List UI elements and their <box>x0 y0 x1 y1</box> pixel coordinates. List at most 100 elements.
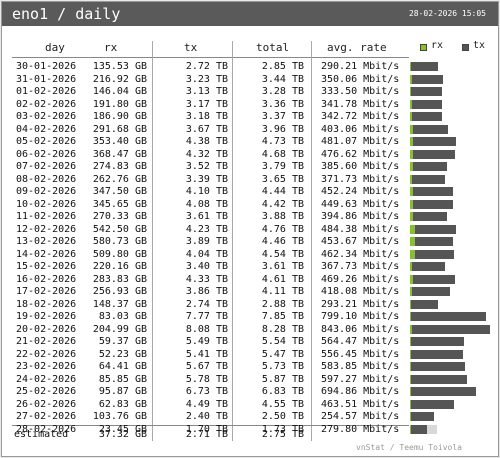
legend-tx-swatch <box>462 44 469 51</box>
rx-cell: 256.93 GB <box>92 286 147 297</box>
day-cell: 02-02-2026 <box>16 98 77 110</box>
traffic-bar-rx <box>410 324 412 334</box>
traffic-bar-rx <box>410 99 412 109</box>
day-cell: 23-02-2026 <box>16 361 77 372</box>
rx-cell: 103.76 GB <box>92 411 147 422</box>
rx-cell: 542.50 GB <box>92 223 147 235</box>
traffic-bar-rx <box>410 249 415 259</box>
col-header-rx: rx <box>104 41 118 54</box>
avg-rate-cell: 481.07 Mbit/s <box>321 136 400 147</box>
table-row: 27-02-2026 103.76 GB 2.40 TB 2.50 TB 254.57 … <box>0 411 500 423</box>
rx-cell: 580.73 GB <box>92 236 147 247</box>
total-cell: 3.36 TB <box>261 98 304 110</box>
traffic-bar-rx <box>410 224 415 234</box>
table-row: 04-02-2026 291.68 GB 3.67 TB 3.96 TB 403.06 … <box>0 124 500 136</box>
total-cell: 3.96 TB <box>261 123 304 135</box>
avg-rate-cell: 342.72 Mbit/s <box>321 111 400 122</box>
traffic-bar-tx <box>412 287 450 296</box>
column-divider-total-avg <box>311 41 312 441</box>
traffic-bar-tx <box>415 237 453 246</box>
col-header-tx: tx <box>184 41 198 54</box>
tx-cell: 2.74 TB <box>185 298 228 310</box>
traffic-bar-rx <box>410 299 411 309</box>
rx-cell: 23.45 GB <box>98 423 147 435</box>
total-cell: 2.50 TB <box>261 411 304 422</box>
day-cell: 25-02-2026 <box>16 386 77 397</box>
avg-rate-cell: 385.60 Mbit/s <box>321 161 400 172</box>
avg-rate-cell: 333.50 Mbit/s <box>321 86 400 97</box>
table-row: 26-02-2026 62.83 GB 4.49 TB 4.55 TB 463.51 M… <box>0 399 500 411</box>
legend-rx-swatch <box>420 44 427 51</box>
traffic-bar-tx <box>411 62 438 71</box>
traffic-bar-tx <box>413 124 448 134</box>
tx-cell: 2.72 TB <box>185 61 228 72</box>
tx-cell: 5.78 TB <box>185 373 228 385</box>
rx-cell: 146.04 GB <box>92 86 147 97</box>
total-cell: 2.88 TB <box>261 298 304 310</box>
avg-rate-cell: 469.26 Mbit/s <box>321 273 400 285</box>
total-cell: 4.46 TB <box>261 236 304 247</box>
tx-cell: 3.17 TB <box>185 98 228 110</box>
day-cell: 01-02-2026 <box>16 86 77 97</box>
table-row: 12-02-2026 542.50 GB 4.23 TB 4.76 TB 484.38 … <box>0 224 500 236</box>
total-cell: 8.28 TB <box>261 323 304 335</box>
traffic-bar-tx <box>415 224 456 234</box>
day-cell: 18-02-2026 <box>16 298 77 310</box>
rx-cell: 345.65 GB <box>92 198 147 210</box>
traffic-bar <box>410 362 465 371</box>
total-cell: 1.73 TB <box>261 423 304 435</box>
avg-rate-cell: 463.51 Mbit/s <box>321 398 400 410</box>
traffic-bar-rx <box>410 137 413 146</box>
avg-rate-cell: 453.67 Mbit/s <box>321 236 400 247</box>
traffic-bar-rx <box>410 174 412 184</box>
traffic-bar-rx <box>410 287 412 296</box>
day-cell: 30-01-2026 <box>16 61 77 72</box>
total-cell: 3.37 TB <box>261 111 304 122</box>
total-cell: 3.61 TB <box>261 261 304 272</box>
traffic-bar-rx <box>410 312 411 321</box>
traffic-bar-rx <box>410 349 411 359</box>
day-cell: 09-02-2026 <box>16 186 77 197</box>
avg-rate-cell: 449.63 Mbit/s <box>321 198 400 210</box>
avg-rate-cell: 403.06 Mbit/s <box>321 123 400 135</box>
day-cell: 27-02-2026 <box>16 411 77 422</box>
traffic-bar-tx <box>415 249 454 259</box>
tx-cell: 4.08 TB <box>185 198 228 210</box>
traffic-bar-rx <box>410 387 411 396</box>
traffic-bar-tx <box>413 162 447 171</box>
day-cell: 10-02-2026 <box>16 198 77 210</box>
traffic-bar-tx <box>411 312 486 321</box>
tx-cell: 4.04 TB <box>185 248 228 260</box>
total-cell: 3.88 TB <box>261 211 304 222</box>
table-row: 15-02-2026 220.16 GB 3.40 TB 3.61 TB 367.73 … <box>0 261 500 273</box>
tx-cell: 3.13 TB <box>185 86 228 97</box>
day-cell: 15-02-2026 <box>16 261 77 272</box>
table-row: 31-01-2026 216.92 GB 3.23 TB 3.44 TB 350.06 … <box>0 74 500 86</box>
avg-rate-cell: 350.06 Mbit/s <box>321 73 400 85</box>
table-row: 10-02-2026 345.65 GB 4.08 TB 4.42 TB 449.63 … <box>0 199 500 211</box>
traffic-bar-rx <box>410 212 413 221</box>
day-cell: 08-02-2026 <box>16 173 77 185</box>
tx-cell: 3.61 TB <box>185 211 228 222</box>
traffic-bar-rx <box>410 74 412 84</box>
day-cell: 04-02-2026 <box>16 123 77 135</box>
avg-rate-cell: 394.86 Mbit/s <box>321 211 400 222</box>
traffic-bar-rx <box>410 424 411 434</box>
traffic-bar-rx <box>410 162 413 171</box>
traffic-bar-rx <box>410 62 411 71</box>
traffic-bar <box>410 224 456 234</box>
total-cell: 3.44 TB <box>261 73 304 85</box>
total-cell: 4.42 TB <box>261 198 304 210</box>
tx-cell: 1.70 TB <box>185 423 228 435</box>
rx-cell: 283.83 GB <box>92 273 147 285</box>
avg-rate-cell: 799.10 Mbit/s <box>321 311 400 322</box>
estimate-label: estimated <box>14 429 69 440</box>
table-row: 30-01-2026 135.53 GB 2.72 TB 2.85 TB 290.21 … <box>0 61 500 73</box>
avg-rate-cell: 367.73 Mbit/s <box>321 261 400 272</box>
traffic-bar <box>410 212 447 221</box>
legend-rx-label: rx <box>431 40 444 51</box>
rx-cell: 135.53 GB <box>92 61 147 72</box>
avg-rate-cell: 341.78 Mbit/s <box>321 98 400 110</box>
rx-cell: 186.90 GB <box>92 111 147 122</box>
table-row: 28-02-2026 23.45 GB 1.70 TB 1.73 TB 279.80 M… <box>0 424 500 436</box>
